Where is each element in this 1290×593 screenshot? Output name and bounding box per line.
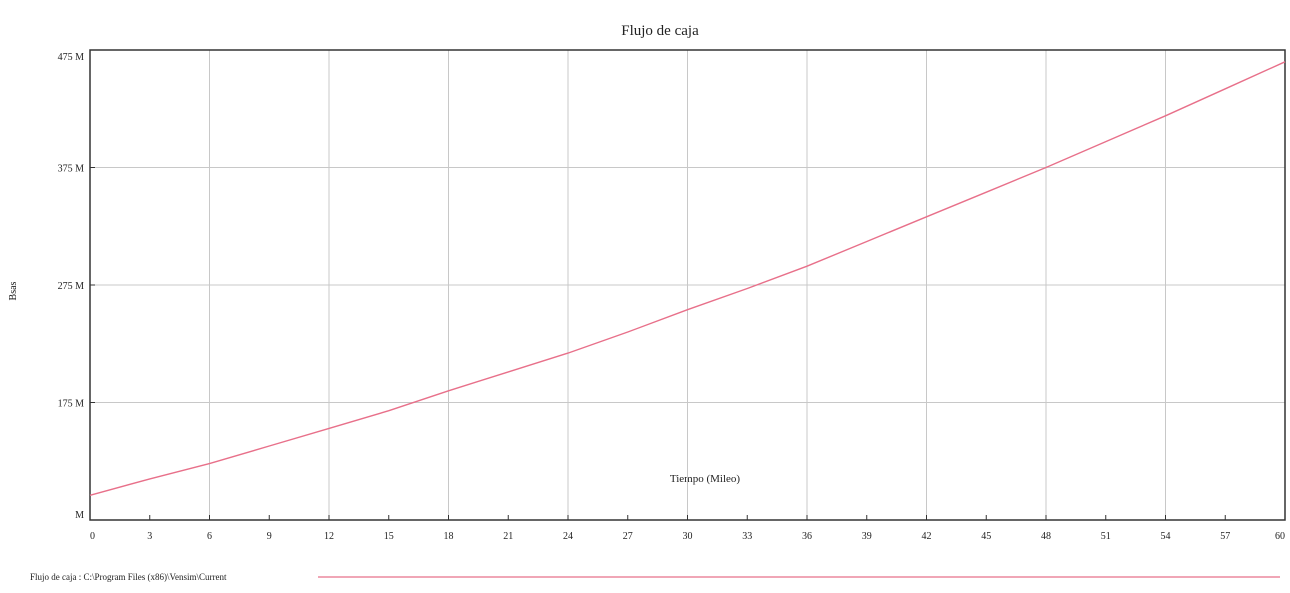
chart-title: Flujo de caja <box>621 23 699 39</box>
grid-layer <box>90 50 1285 520</box>
x-tick-label: 51 <box>1101 531 1111 542</box>
x-tick-label: 18 <box>444 531 454 542</box>
y-tick-label: 375 M <box>58 164 85 175</box>
series-layer <box>89 61 1286 496</box>
tick-layer: 0 3 6 9 12 15 18 21 24 27 30 33 36 39 42 45 48 51 54 57 60M1… <box>58 49 1286 542</box>
x-tick-label: 36 <box>802 531 812 542</box>
x-tick-label: 12 <box>324 531 334 542</box>
x-tick-label: 15 <box>384 531 394 542</box>
x-tick-label: 57 <box>1220 531 1230 542</box>
x-tick-label: 60 <box>1275 531 1285 542</box>
x-tick-label: 24 <box>563 531 573 542</box>
x-tick-label: 27 <box>623 531 633 542</box>
y-tick-label: 175 M <box>58 399 85 410</box>
x-tick-label: 48 <box>1041 531 1051 542</box>
x-tick-label: 3 <box>147 531 152 542</box>
x-tick-label: 21 <box>503 531 513 542</box>
x-tick-label: 39 <box>862 531 872 542</box>
x-tick-label: 33 <box>742 531 752 542</box>
y-tick-label: M <box>75 510 84 521</box>
x-tick-label: 42 <box>922 531 932 542</box>
x-tick-label: 54 <box>1161 531 1171 542</box>
y-axis-label: Bsas <box>8 281 19 300</box>
x-tick-label: 30 <box>683 531 693 542</box>
x-tick-label: 9 <box>267 531 272 542</box>
y-tick-label: 475 M <box>58 52 85 63</box>
x-tick-label: 0 <box>90 531 95 542</box>
legend-label: Flujo de caja : C:\Program Files (x86)\V… <box>30 572 227 582</box>
y-tick-label: 275 M <box>58 281 85 292</box>
x-tick-label: 45 <box>981 531 991 542</box>
series-line-flujo-de-caja <box>89 61 1286 496</box>
x-tick-label: 6 <box>207 531 212 542</box>
x-axis-label: Tiempo (Mileo) <box>670 473 741 485</box>
